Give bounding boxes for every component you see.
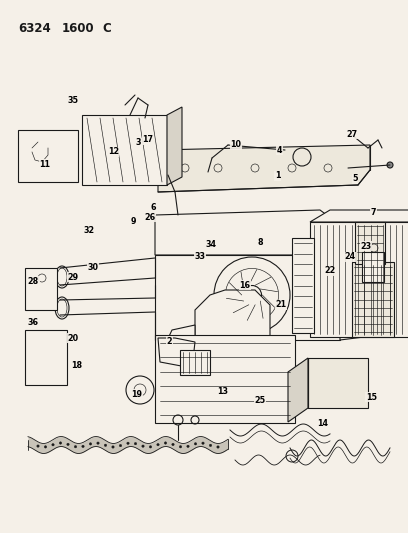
Bar (362, 252, 384, 282)
Circle shape (157, 443, 159, 446)
Text: 14: 14 (317, 419, 328, 428)
Bar (310, 222, 408, 337)
Circle shape (217, 446, 219, 448)
Polygon shape (340, 218, 380, 340)
Text: 18: 18 (71, 361, 82, 369)
Text: 20: 20 (67, 334, 78, 343)
Text: 33: 33 (195, 253, 205, 261)
Text: 16: 16 (239, 281, 250, 289)
Circle shape (209, 444, 212, 447)
Text: 35: 35 (67, 96, 78, 104)
Polygon shape (167, 107, 182, 185)
Text: 8: 8 (257, 238, 263, 247)
Text: 13: 13 (217, 387, 228, 396)
Circle shape (149, 446, 152, 448)
Ellipse shape (55, 266, 69, 288)
Text: 6324: 6324 (18, 22, 51, 35)
Circle shape (164, 442, 167, 444)
Text: 9: 9 (131, 217, 137, 225)
Circle shape (387, 162, 393, 168)
Circle shape (119, 445, 122, 447)
Circle shape (82, 445, 84, 448)
Text: 3: 3 (136, 139, 142, 147)
Text: 23: 23 (360, 242, 371, 251)
Bar (18, 130, 78, 182)
Text: 21: 21 (275, 301, 286, 309)
Polygon shape (195, 290, 270, 358)
Circle shape (194, 442, 197, 445)
Text: 6: 6 (150, 204, 156, 212)
Text: 11: 11 (40, 160, 50, 168)
Text: 30: 30 (88, 263, 98, 272)
Circle shape (127, 442, 129, 445)
Circle shape (187, 445, 189, 448)
Text: 36: 36 (27, 318, 38, 327)
Polygon shape (288, 358, 308, 422)
Polygon shape (155, 255, 340, 340)
Text: 29: 29 (67, 273, 78, 281)
Text: 25: 25 (255, 397, 266, 405)
Text: 32: 32 (83, 226, 95, 235)
Circle shape (44, 446, 47, 448)
Polygon shape (155, 210, 340, 255)
Bar (180, 350, 210, 375)
Text: 26: 26 (144, 213, 156, 222)
Text: 1600: 1600 (62, 22, 95, 35)
Text: 4: 4 (277, 146, 282, 155)
Text: 34: 34 (206, 240, 217, 248)
Text: 15: 15 (366, 393, 377, 401)
Circle shape (179, 446, 182, 448)
Circle shape (202, 442, 204, 445)
Text: 12: 12 (108, 148, 119, 156)
Circle shape (142, 445, 144, 447)
Text: 24: 24 (344, 253, 356, 261)
Bar (155, 335, 295, 423)
Circle shape (134, 442, 137, 445)
Circle shape (74, 446, 77, 448)
Text: 19: 19 (131, 390, 142, 399)
Circle shape (126, 376, 154, 404)
Bar (25, 268, 57, 310)
Bar (82, 115, 167, 185)
Ellipse shape (55, 297, 69, 319)
Circle shape (112, 446, 114, 448)
Text: 7: 7 (370, 208, 376, 216)
Text: 1: 1 (275, 172, 280, 180)
Bar (355, 222, 385, 264)
Polygon shape (158, 145, 370, 192)
Text: 28: 28 (28, 277, 39, 286)
Bar (25, 330, 67, 385)
Bar (352, 262, 394, 337)
Circle shape (59, 442, 62, 444)
Polygon shape (158, 338, 195, 368)
Circle shape (52, 443, 54, 446)
Text: 5: 5 (352, 174, 358, 183)
Bar (292, 238, 314, 333)
Text: 17: 17 (142, 135, 153, 144)
Polygon shape (310, 210, 408, 222)
Text: 27: 27 (346, 130, 357, 139)
Circle shape (104, 444, 107, 447)
Text: 22: 22 (324, 266, 335, 275)
Circle shape (89, 443, 92, 445)
Text: 2: 2 (166, 337, 172, 345)
Polygon shape (165, 325, 195, 355)
Circle shape (37, 445, 39, 447)
Text: C: C (102, 22, 111, 35)
Circle shape (172, 443, 174, 446)
Text: 10: 10 (231, 141, 241, 149)
Bar (308, 358, 368, 408)
Circle shape (67, 443, 69, 446)
Circle shape (97, 442, 99, 445)
